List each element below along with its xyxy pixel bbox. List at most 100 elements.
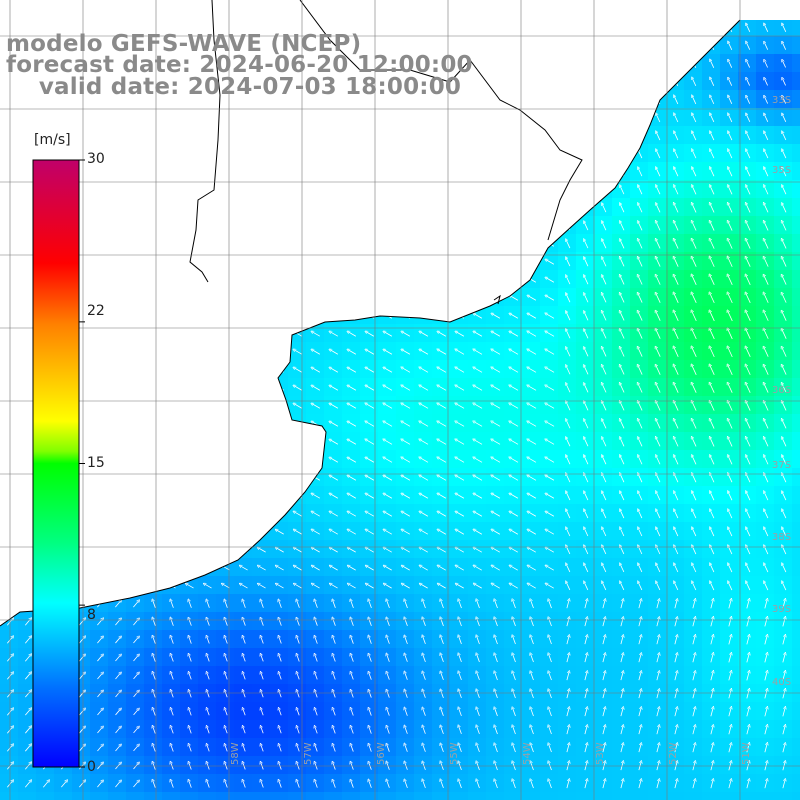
wave-speed-cell bbox=[486, 702, 505, 721]
wave-speed-cell bbox=[252, 612, 271, 631]
wave-arrow bbox=[546, 152, 554, 157]
wave-arrow bbox=[510, 152, 518, 157]
wave-speed-cell bbox=[180, 180, 199, 199]
wave-arrow bbox=[24, 26, 32, 31]
wave-speed-cell bbox=[0, 270, 19, 289]
wave-speed-cell bbox=[234, 288, 253, 307]
wave-arrow bbox=[186, 386, 194, 391]
wave-speed-cell bbox=[540, 666, 559, 685]
wave-speed-cell bbox=[0, 774, 19, 793]
wave-arrow bbox=[294, 422, 303, 427]
wave-speed-cell bbox=[234, 630, 253, 649]
wave-speed-cell bbox=[720, 756, 739, 775]
wave-speed-cell bbox=[270, 648, 289, 667]
wave-arrow bbox=[602, 78, 607, 87]
wave-arrow bbox=[528, 260, 537, 265]
wave-speed-cell bbox=[702, 648, 721, 667]
wave-arrow bbox=[114, 458, 122, 463]
wave-speed-cell bbox=[108, 612, 127, 631]
wave-speed-cell bbox=[252, 414, 271, 433]
wave-speed-cell bbox=[216, 378, 235, 397]
wave-arrow bbox=[114, 242, 122, 247]
wave-speed-cell bbox=[792, 414, 800, 433]
wave-speed-cell bbox=[216, 270, 235, 289]
wave-speed-cell bbox=[450, 198, 469, 217]
wave-speed-cell bbox=[594, 72, 613, 91]
wave-arrow bbox=[438, 8, 445, 12]
wave-speed-cell bbox=[792, 576, 800, 595]
wave-arrow bbox=[782, 6, 786, 14]
wave-speed-cell bbox=[162, 612, 181, 631]
wave-speed-cell bbox=[216, 216, 235, 235]
wave-speed-cell bbox=[324, 0, 343, 19]
wave-speed-cell bbox=[162, 234, 181, 253]
wave-speed-cell bbox=[738, 0, 757, 19]
wave-arrow bbox=[240, 530, 248, 535]
wave-speed-cell bbox=[378, 108, 397, 127]
wave-speed-cell bbox=[234, 720, 253, 739]
wave-speed-cell bbox=[540, 144, 559, 163]
wave-speed-cell bbox=[180, 594, 199, 613]
wave-speed-cell bbox=[270, 342, 289, 361]
wave-speed-cell bbox=[360, 234, 379, 253]
wave-speed-cell bbox=[504, 720, 523, 739]
wave-speed-cell bbox=[216, 324, 235, 343]
wave-speed-cell bbox=[504, 702, 523, 721]
wave-arrow bbox=[456, 26, 464, 31]
wave-speed-cell bbox=[216, 144, 235, 163]
wave-speed-cell bbox=[288, 216, 307, 235]
wave-speed-cell bbox=[648, 738, 667, 757]
wave-arrow bbox=[312, 8, 319, 12]
wave-arrow bbox=[258, 116, 266, 121]
wave-speed-cell bbox=[216, 234, 235, 253]
wave-speed-cell bbox=[414, 288, 433, 307]
wave-speed-cell bbox=[252, 0, 271, 19]
wave-speed-cell bbox=[504, 108, 523, 127]
wave-speed-cell bbox=[522, 702, 541, 721]
wave-speed-cell bbox=[396, 234, 415, 253]
wave-arrow bbox=[474, 152, 482, 157]
wave-arrow bbox=[602, 186, 607, 195]
wave-speed-cell bbox=[378, 666, 397, 685]
wave-arrow bbox=[384, 242, 392, 247]
wave-arrow bbox=[168, 566, 176, 571]
wave-speed-cell bbox=[558, 54, 577, 73]
wave-speed-cell bbox=[198, 306, 217, 325]
wave-arrow bbox=[150, 332, 158, 337]
wave-arrow bbox=[78, 26, 86, 31]
wave-arrow bbox=[474, 170, 482, 175]
wave-arrow bbox=[330, 134, 338, 139]
wave-speed-cell bbox=[360, 702, 379, 721]
wave-speed-cell bbox=[72, 0, 91, 19]
wave-speed-cell bbox=[450, 630, 469, 649]
wave-arrow bbox=[96, 188, 104, 193]
wave-speed-cell bbox=[486, 0, 505, 19]
wave-speed-cell bbox=[306, 198, 325, 217]
wave-speed-cell bbox=[90, 342, 109, 361]
wave-arrow bbox=[276, 242, 284, 247]
wave-arrow bbox=[204, 134, 212, 139]
wave-arrow bbox=[60, 26, 68, 31]
wave-speed-cell bbox=[702, 0, 721, 19]
wave-speed-cell bbox=[504, 612, 523, 631]
wave-speed-cell bbox=[324, 702, 343, 721]
wave-speed-cell bbox=[450, 0, 469, 19]
wave-speed-cell bbox=[648, 648, 667, 667]
wave-speed-cell bbox=[468, 270, 487, 289]
wave-arrow bbox=[492, 26, 500, 31]
wave-speed-cell bbox=[594, 648, 613, 667]
wave-speed-cell bbox=[342, 666, 361, 685]
wave-speed-cell bbox=[144, 774, 163, 793]
wave-arrow bbox=[366, 134, 374, 139]
wave-speed-cell bbox=[126, 126, 145, 145]
wave-arrow bbox=[96, 242, 104, 247]
wave-speed-cell bbox=[180, 720, 199, 739]
wave-arrow bbox=[150, 350, 158, 355]
wave-arrow bbox=[674, 24, 679, 33]
wave-arrow bbox=[258, 458, 267, 463]
wave-speed-cell bbox=[540, 108, 559, 127]
wave-arrow bbox=[638, 60, 643, 69]
wave-speed-cell bbox=[90, 414, 109, 433]
wave-speed-cell bbox=[630, 594, 649, 613]
wave-arrow bbox=[276, 8, 283, 12]
